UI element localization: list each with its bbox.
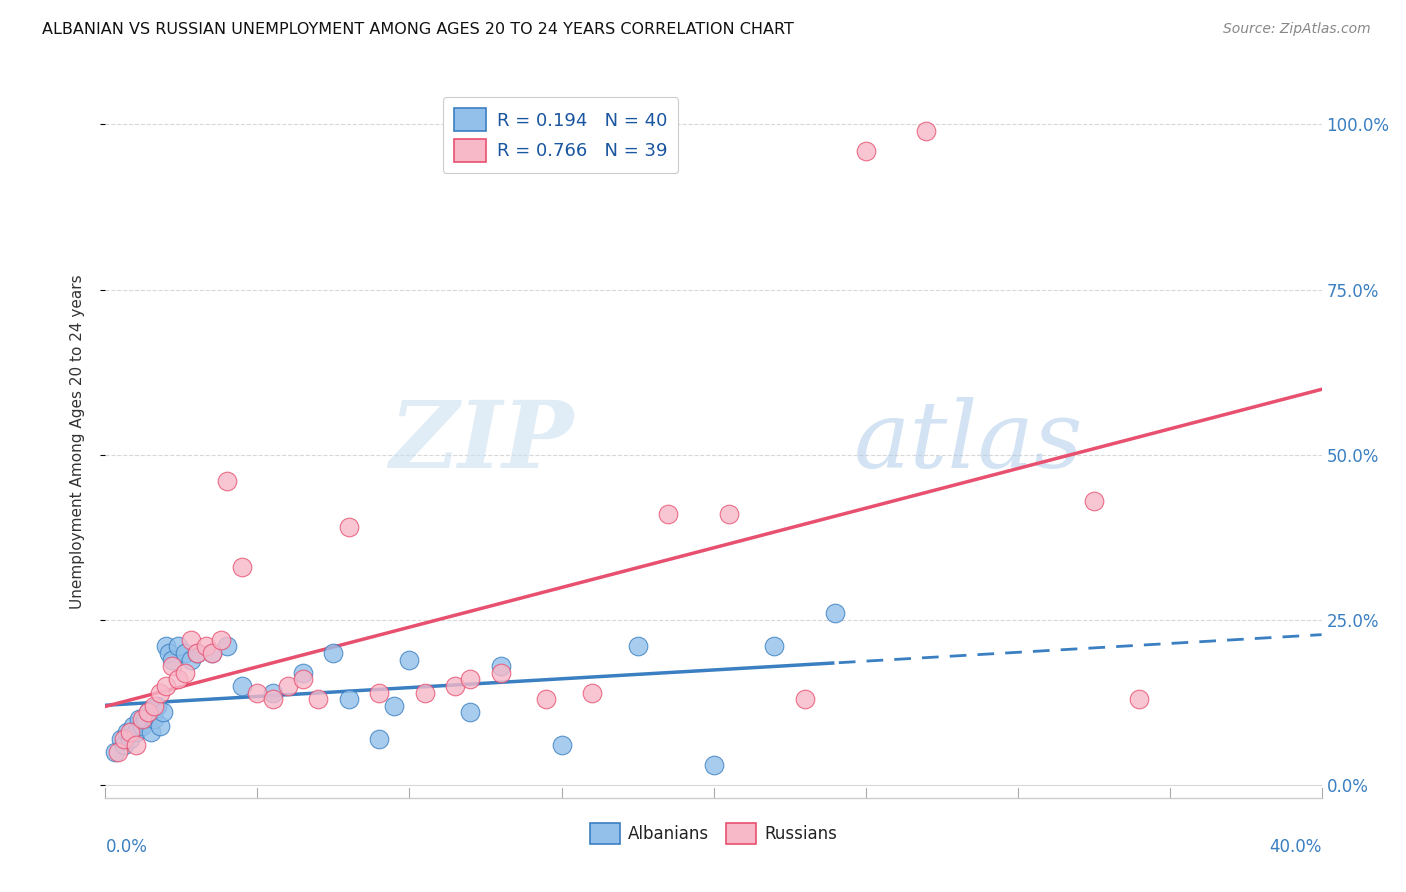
Point bbox=[125, 725, 148, 739]
Point bbox=[217, 640, 239, 654]
Point bbox=[217, 474, 239, 488]
Text: 40.0%: 40.0% bbox=[1270, 838, 1322, 855]
Point bbox=[292, 673, 315, 687]
Point bbox=[118, 725, 141, 739]
Point bbox=[1128, 692, 1150, 706]
Point bbox=[173, 646, 195, 660]
Point bbox=[186, 646, 208, 660]
Point bbox=[489, 659, 512, 673]
Point bbox=[337, 520, 360, 534]
Point bbox=[149, 685, 172, 699]
Point bbox=[162, 652, 184, 666]
Point bbox=[231, 679, 253, 693]
Point bbox=[167, 640, 190, 654]
Text: atlas: atlas bbox=[853, 397, 1083, 486]
Point bbox=[277, 679, 299, 693]
Point bbox=[444, 679, 467, 693]
Point bbox=[536, 692, 558, 706]
Point bbox=[112, 739, 135, 753]
Point bbox=[131, 719, 153, 733]
Point bbox=[128, 712, 150, 726]
Point bbox=[262, 685, 284, 699]
Point bbox=[157, 646, 180, 660]
Point bbox=[763, 640, 786, 654]
Point bbox=[793, 692, 815, 706]
Text: ZIP: ZIP bbox=[389, 397, 574, 486]
Point bbox=[162, 659, 184, 673]
Point bbox=[103, 745, 125, 759]
Y-axis label: Unemployment Among Ages 20 to 24 years: Unemployment Among Ages 20 to 24 years bbox=[70, 274, 84, 609]
Point bbox=[1083, 494, 1105, 508]
Point bbox=[915, 124, 938, 138]
Point bbox=[824, 607, 846, 621]
Point bbox=[134, 712, 156, 726]
Point bbox=[194, 640, 217, 654]
Point bbox=[717, 507, 740, 521]
Point bbox=[262, 692, 284, 706]
Point bbox=[626, 640, 648, 654]
Point bbox=[136, 706, 159, 720]
Point bbox=[146, 698, 169, 713]
Point bbox=[149, 719, 172, 733]
Legend: Albanians, Russians: Albanians, Russians bbox=[583, 816, 844, 851]
Point bbox=[458, 673, 481, 687]
Point bbox=[855, 144, 877, 158]
Point bbox=[167, 673, 190, 687]
Point bbox=[337, 692, 360, 706]
Point bbox=[382, 698, 405, 713]
Point bbox=[307, 692, 329, 706]
Point bbox=[139, 725, 162, 739]
Point bbox=[702, 758, 725, 772]
Point bbox=[368, 685, 391, 699]
Point bbox=[550, 739, 572, 753]
Point bbox=[131, 712, 153, 726]
Point bbox=[152, 706, 174, 720]
Point bbox=[657, 507, 679, 521]
Point bbox=[143, 712, 166, 726]
Point bbox=[125, 739, 148, 753]
Point bbox=[112, 731, 135, 746]
Point bbox=[186, 646, 208, 660]
Point bbox=[368, 731, 391, 746]
Point bbox=[246, 685, 269, 699]
Point bbox=[136, 706, 159, 720]
Point bbox=[155, 679, 177, 693]
Text: Source: ZipAtlas.com: Source: ZipAtlas.com bbox=[1223, 22, 1371, 37]
Point bbox=[201, 646, 224, 660]
Point bbox=[143, 698, 166, 713]
Point bbox=[413, 685, 436, 699]
Point bbox=[292, 665, 315, 680]
Point bbox=[110, 731, 132, 746]
Point bbox=[209, 632, 232, 647]
Point bbox=[231, 560, 253, 574]
Point bbox=[180, 652, 202, 666]
Point bbox=[581, 685, 603, 699]
Point bbox=[173, 665, 195, 680]
Point bbox=[121, 719, 143, 733]
Point bbox=[489, 665, 512, 680]
Text: ALBANIAN VS RUSSIAN UNEMPLOYMENT AMONG AGES 20 TO 24 YEARS CORRELATION CHART: ALBANIAN VS RUSSIAN UNEMPLOYMENT AMONG A… bbox=[42, 22, 794, 37]
Point bbox=[322, 646, 344, 660]
Point bbox=[180, 632, 202, 647]
Point bbox=[201, 646, 224, 660]
Point bbox=[107, 745, 129, 759]
Text: 0.0%: 0.0% bbox=[105, 838, 148, 855]
Point bbox=[115, 725, 138, 739]
Point bbox=[458, 706, 481, 720]
Point bbox=[398, 652, 420, 666]
Point bbox=[155, 640, 177, 654]
Point bbox=[118, 731, 141, 746]
